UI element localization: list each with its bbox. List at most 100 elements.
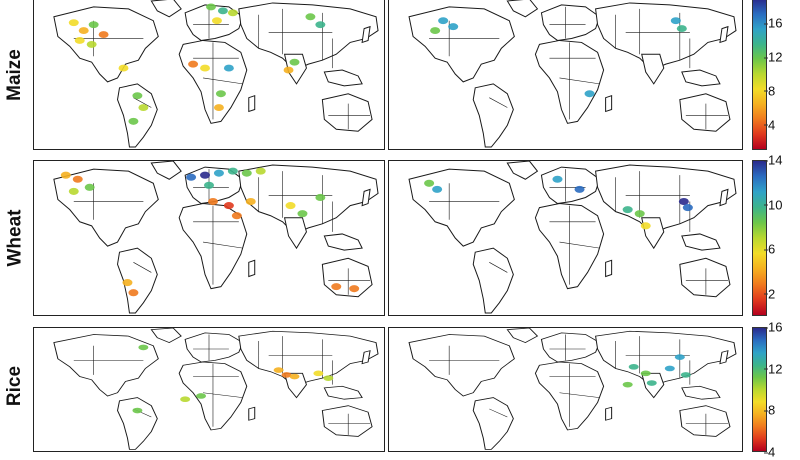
landmass-australia <box>679 93 731 132</box>
yield-patch <box>674 354 685 360</box>
landmass-australia <box>679 405 731 437</box>
landmass-greenland <box>150 328 182 344</box>
yield-patch <box>622 206 633 214</box>
yield-patch <box>640 370 651 377</box>
colorbar-rice-tick: 12 <box>763 361 783 377</box>
landmass-north-america <box>53 168 159 247</box>
landmass-north-america <box>408 334 515 397</box>
yield-patch <box>213 104 224 112</box>
landmass-se-asia-islands <box>323 385 363 400</box>
yield-patch <box>646 380 657 386</box>
colorbar-wheat-tick: 10 <box>763 197 783 213</box>
yield-patch <box>128 117 139 125</box>
yield-patch <box>664 365 675 372</box>
colorbar-wheat-tick: 6 <box>763 241 776 257</box>
yield-patch <box>584 90 595 98</box>
world-map-svg <box>408 328 737 450</box>
colorbar-rice-tick: 4 <box>763 444 776 460</box>
landmass-india <box>641 217 665 250</box>
landmass-india <box>283 372 307 399</box>
landmass-south-america <box>117 247 158 314</box>
landmass-europe <box>184 332 244 363</box>
world-map-svg <box>53 328 379 450</box>
yield-patch <box>313 370 324 377</box>
yield-patch <box>215 90 226 98</box>
yield-patch <box>682 204 693 212</box>
yield-patch <box>122 279 133 287</box>
map-wheat-left <box>33 160 385 316</box>
yield-patch <box>186 173 197 181</box>
landmass-greenland <box>506 0 539 18</box>
yield-patch <box>315 21 326 29</box>
yield-patch <box>281 372 292 378</box>
yield-patch <box>60 171 71 179</box>
landmass-india <box>283 217 307 250</box>
colorbar-wheat <box>752 160 767 316</box>
landmass-south-america <box>117 397 158 450</box>
landmass-japan <box>719 350 729 365</box>
yield-patch <box>132 407 143 414</box>
colorbar-maize-tick: 12 <box>763 49 783 65</box>
yield-patch <box>213 169 224 177</box>
yield-patch <box>132 92 143 100</box>
yield-patch <box>118 64 129 72</box>
map-maize-left <box>33 0 385 150</box>
landmass-japan <box>361 350 371 365</box>
landmass-asia <box>238 330 379 387</box>
colorbar-rice-tick: 8 <box>763 402 776 418</box>
world-map-svg <box>408 0 737 148</box>
landmass-madagascar <box>605 95 613 113</box>
landmass-asia <box>595 330 737 387</box>
yield-patch <box>323 375 334 382</box>
yield-patch <box>138 344 149 351</box>
landmass-north-america <box>53 6 159 83</box>
yield-patch <box>74 36 85 44</box>
map-wheat-right <box>388 160 743 316</box>
yield-patch <box>634 210 645 218</box>
landmass-japan <box>361 188 371 207</box>
world-map-svg <box>408 161 737 314</box>
yield-patch <box>349 285 360 293</box>
country-borders <box>73 6 371 130</box>
landmass-se-asia-islands <box>323 69 363 87</box>
landmass-asia <box>238 164 379 235</box>
landmass-australia <box>321 257 373 298</box>
landmass-greenland <box>150 0 182 18</box>
yield-patch <box>285 202 296 210</box>
yield-patch <box>98 31 109 38</box>
landmass-japan <box>719 188 729 207</box>
colorbar-maize-tick: 8 <box>763 83 776 99</box>
yield-patch <box>223 202 234 210</box>
landmass-europe <box>540 332 601 363</box>
landmass-europe <box>540 4 601 41</box>
landmass-south-america <box>472 83 514 148</box>
yield-patch <box>138 104 149 112</box>
map-maize-right <box>388 0 743 150</box>
landmass-se-asia-islands <box>681 385 721 400</box>
yield-patch <box>206 3 216 11</box>
landmass-greenland <box>506 328 539 344</box>
yield-patch <box>289 58 300 66</box>
yield-patch <box>430 27 441 35</box>
yield-patch <box>622 381 633 388</box>
landmass-south-america <box>472 247 514 314</box>
country-borders <box>73 334 371 435</box>
yield-patch <box>217 7 228 15</box>
colorbar-wheat-tick: 14 <box>763 152 783 168</box>
yield-patch <box>438 17 449 25</box>
yield-patch <box>680 372 691 378</box>
yield-patch <box>273 367 284 373</box>
yield-patch <box>676 25 687 33</box>
landmass-greenland <box>506 161 539 180</box>
landmass-japan <box>719 25 729 44</box>
row-label-rice: Rice <box>2 326 28 445</box>
yield-patch <box>72 175 83 183</box>
yield-patch <box>84 183 95 191</box>
landmass-se-asia-islands <box>681 69 721 87</box>
map-rice-left <box>33 327 385 452</box>
colorbar-rice-tick: 16 <box>763 319 783 335</box>
landmass-india <box>641 53 665 85</box>
yield-patch <box>241 169 252 177</box>
colorbar-maize-tick: 4 <box>763 117 776 133</box>
map-rice-right <box>388 327 743 452</box>
